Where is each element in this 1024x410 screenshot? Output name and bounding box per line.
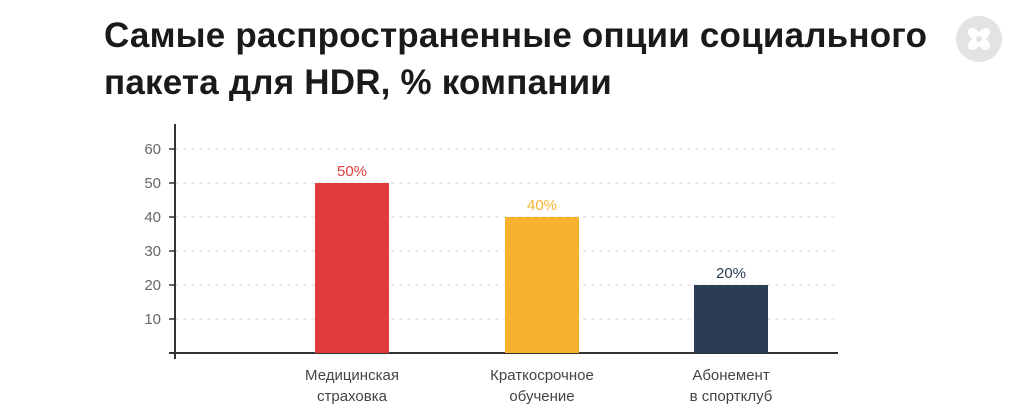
y-tick-label: 50 xyxy=(144,175,161,192)
y-tick-label: 10 xyxy=(144,311,161,328)
logo xyxy=(956,16,1002,62)
y-tick-label: 60 xyxy=(144,141,161,158)
category-label: Медицинская xyxy=(305,367,399,384)
category-label: в спортклуб xyxy=(690,388,773,405)
chart-title-line-2: пакета для HDR, % компании xyxy=(104,63,613,102)
y-tick-label: 40 xyxy=(144,209,161,226)
flower-logo-icon xyxy=(967,27,991,51)
y-tick-label: 30 xyxy=(144,243,161,260)
category-label: обучение xyxy=(509,388,574,405)
chart-title: Самые распространенные опции социального… xyxy=(104,12,944,106)
category-label: страховка xyxy=(317,388,388,405)
y-tick-label: 20 xyxy=(144,277,161,294)
bar-value-label: 50% xyxy=(337,163,367,180)
category-label: Абонемент xyxy=(692,367,770,384)
chart-title-line-1: Самые распространенные опции социального xyxy=(104,16,928,55)
bar-value-label: 20% xyxy=(716,265,746,282)
bar xyxy=(694,285,768,353)
bar-value-label: 40% xyxy=(527,197,557,214)
bar xyxy=(505,217,579,353)
bar xyxy=(315,183,389,353)
category-label: Краткосрочное xyxy=(490,367,594,384)
